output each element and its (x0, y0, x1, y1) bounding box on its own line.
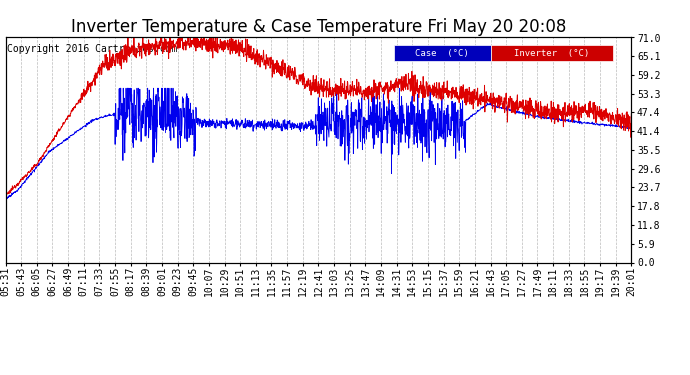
Text: Inverter  (°C): Inverter (°C) (514, 49, 589, 58)
Text: Case  (°C): Case (°C) (415, 49, 469, 58)
FancyBboxPatch shape (393, 45, 491, 61)
FancyBboxPatch shape (491, 45, 613, 61)
Text: Copyright 2016 Cartronics.com: Copyright 2016 Cartronics.com (7, 44, 177, 54)
Title: Inverter Temperature & Case Temperature Fri May 20 20:08: Inverter Temperature & Case Temperature … (71, 18, 566, 36)
